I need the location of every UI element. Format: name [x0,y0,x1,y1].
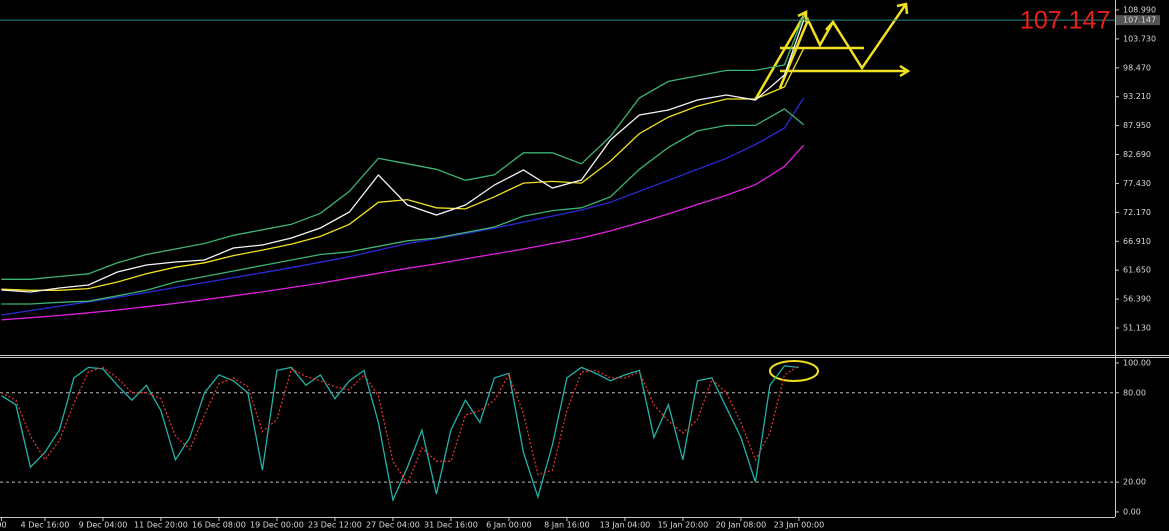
y-tick-label: 98.470 [1123,63,1151,72]
x-tick-label: 13 Jan 04:00 [600,521,651,530]
series-line [1,19,805,293]
drawn-arrows [753,2,911,382]
x-tick-label: 19 Dec 00:00 [250,521,304,530]
series-line [1,97,805,316]
y-tick-label: 103.730 [1123,34,1156,43]
x-tick-label: 11 Dec 20:00 [134,521,188,530]
arrowhead [899,64,911,78]
x-tick-label: 23 Dec 12:00 [308,521,362,530]
price-tag [1116,15,1160,26]
x-tick-label: 20 Jan 08:00 [716,521,767,530]
arrow [753,11,808,101]
y-tick-label: 51.130 [1123,324,1151,333]
arrowhead [896,2,909,15]
x-tick-label: 8 Jan 16:00 [544,521,590,530]
x-tick-label: 15 Jan 20:00 [658,521,709,530]
x-tick-label: 23 Jan 00:00 [774,521,825,530]
y-tick-label: 20.00 [1123,478,1146,487]
x-tick-label: 4 Dec 16:00 [21,521,70,530]
y-tick-label: 100.00 [1123,358,1151,367]
x-tick-label: 6 Jan 00:00 [486,521,532,530]
y-tick-label: 93.210 [1123,92,1151,101]
price-label-big: 107.147 [1020,7,1110,35]
y-tick-label: 56.390 [1123,295,1151,304]
series-line [1,144,805,321]
series-line [1,365,800,485]
x-tick-label: 27 Dec 04:00 [366,521,420,530]
series-line [1,15,805,280]
x-tick-label: 9 Dec 04:00 [79,521,128,530]
y-tick-label: 87.950 [1123,121,1151,130]
series-line [1,48,805,291]
x-tick-label: 16 Dec 08:00 [192,521,246,530]
arrow [778,3,908,89]
arrowhead [797,9,808,22]
y-tick-label: 77.430 [1123,179,1151,188]
y-tick-label: 108.990 [1123,6,1156,15]
x-tick-label: 31 Dec 16:00 [424,521,478,530]
y-tick-label: 61.650 [1123,266,1151,275]
series-line [1,108,805,305]
arrowhead [825,19,840,31]
highlight-ellipse [769,360,819,382]
price-tag-label: 107.147 [1123,16,1156,25]
y-tick-label: 0.00 [1123,507,1141,516]
y-tick-label: 72.170 [1123,208,1151,217]
y-tick-label: 82.690 [1123,150,1151,159]
series-line [1,365,799,503]
x-tick-label: 00 [0,521,7,530]
y-tick-label: 80.00 [1123,388,1146,397]
y-tick-label: 66.910 [1123,237,1151,246]
